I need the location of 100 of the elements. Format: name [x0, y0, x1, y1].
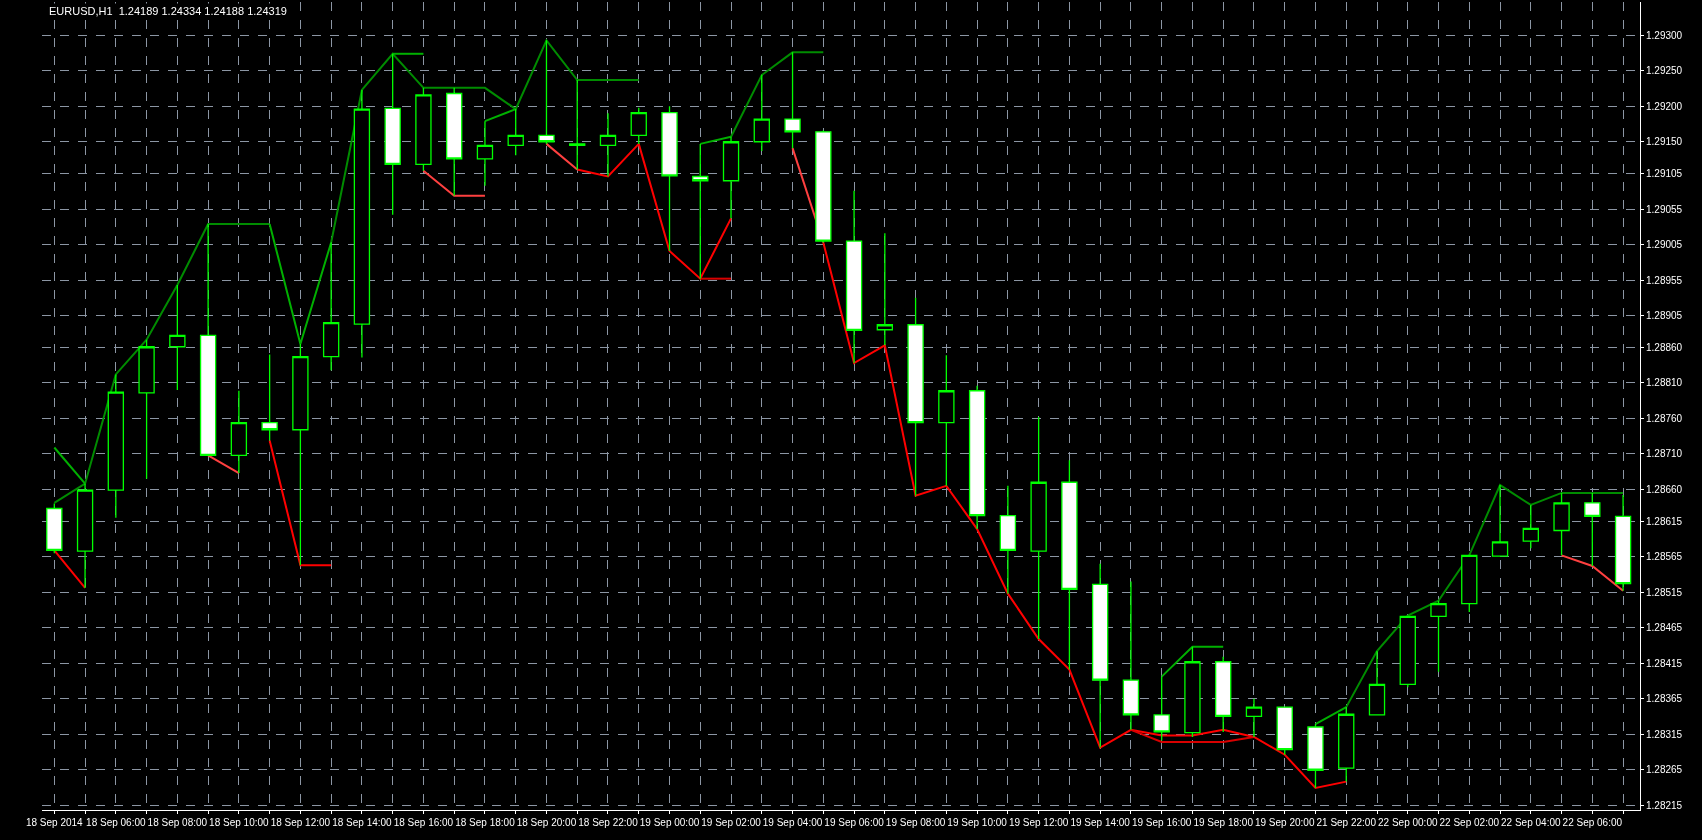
candlestick	[1399, 615, 1416, 688]
candlestick	[107, 373, 125, 519]
candlestick	[507, 108, 524, 156]
x-tick-label: 19 Sep 12:00	[1008, 817, 1069, 828]
candlestick	[1368, 650, 1386, 716]
x-tick-label: 18 Sep 18:00	[455, 817, 516, 828]
candlestick	[1307, 723, 1324, 789]
candlestick	[1461, 554, 1478, 613]
candlestick	[1153, 675, 1170, 742]
y-tick-label: 1.28955	[1646, 274, 1683, 286]
x-tick-label: 19 Sep 04:00	[762, 817, 823, 828]
candlestick	[1584, 492, 1601, 567]
x-tick-label: 19 Sep 06:00	[824, 817, 885, 828]
candlestick	[199, 223, 217, 456]
y-tick-label: 1.28860	[1646, 341, 1683, 353]
candlestick	[1122, 580, 1140, 731]
candlestick	[1553, 492, 1570, 556]
x-tick-label: 18 Sep 08:00	[147, 817, 208, 828]
x-tick-label: 19 Sep 00:00	[639, 817, 700, 828]
candlestick	[1030, 416, 1047, 640]
x-tick-label: 22 Sep 02:00	[1439, 817, 1500, 828]
x-tick-label: 21 Sep 22:00	[1316, 817, 1377, 828]
candlestick	[261, 353, 278, 442]
candlestick	[630, 107, 647, 145]
x-tick-label: 18 Sep 10:00	[209, 817, 270, 828]
candlestick	[569, 79, 586, 171]
candlestick	[1430, 600, 1447, 673]
candlestick	[1276, 706, 1293, 756]
x-tick-label: 18 Sep 06:00	[86, 817, 147, 828]
candlestick	[76, 483, 94, 589]
x-tick-label: 22 Sep 00:00	[1378, 817, 1438, 828]
candlestick	[384, 53, 401, 216]
y-tick-label: 1.29200	[1646, 100, 1683, 112]
x-tick-label: 19 Sep 14:00	[1070, 817, 1131, 828]
candlestick	[1184, 646, 1201, 738]
x-tick-label: 19 Sep 20:00	[1254, 817, 1315, 828]
candlestick	[46, 502, 63, 554]
x-tick-label: 18 Sep 22:00	[578, 817, 639, 828]
candlestick	[1061, 459, 1078, 671]
y-tick-label: 1.28615	[1646, 515, 1683, 527]
x-tick-label: 18 Sep 16:00	[393, 817, 454, 828]
candlestick	[322, 241, 340, 371]
y-tick-label: 1.29005	[1646, 239, 1683, 251]
candlestick	[1215, 656, 1232, 733]
candlestick	[292, 343, 309, 566]
candlestick	[1522, 504, 1539, 549]
candlestick	[138, 339, 155, 480]
candlestick	[661, 105, 678, 252]
candlestick	[1245, 697, 1263, 738]
y-tick-label: 1.28760	[1646, 412, 1683, 424]
candlestick	[1491, 484, 1509, 557]
candlestick	[538, 39, 555, 145]
candlestick	[938, 354, 955, 487]
candlestick	[1338, 706, 1355, 783]
candlestick	[599, 112, 617, 178]
y-tick-label: 1.28905	[1646, 310, 1683, 322]
y-tick-label: 1.29105	[1646, 168, 1683, 180]
x-tick-label: 18 Sep 12:00	[270, 817, 331, 828]
x-tick-label: 18 Sep 20:00	[516, 817, 577, 828]
y-tick-label: 1.28365	[1646, 693, 1683, 705]
y-tick-label: 1.29300	[1646, 29, 1683, 41]
y-tick-label: 1.28565	[1646, 551, 1683, 563]
candlestick	[446, 87, 463, 197]
x-tick-label: 19 Sep 08:00	[885, 817, 946, 828]
x-tick-label: 19 Sep 10:00	[947, 817, 1008, 828]
x-tick-label: 18 Sep 2014	[25, 817, 84, 828]
x-tick-label: 19 Sep 02:00	[701, 817, 762, 828]
candlestick	[415, 87, 432, 172]
candlestick	[692, 143, 709, 280]
y-tick-label: 1.28810	[1646, 377, 1683, 389]
chart-title: EURUSD,H1 1.24189 1.24334 1.24188 1.24319	[49, 5, 287, 17]
y-tick-label: 1.28465	[1646, 622, 1683, 634]
x-tick-label: 18 Sep 14:00	[332, 817, 393, 828]
y-tick-label: 1.28215	[1646, 799, 1683, 811]
y-tick-label: 1.29150	[1646, 136, 1683, 148]
x-tick-label: 19 Sep 18:00	[1193, 817, 1254, 828]
y-tick-label: 1.29250	[1646, 65, 1683, 77]
candlestick	[876, 232, 894, 346]
y-tick-label: 1.28710	[1646, 448, 1683, 460]
x-tick-label: 22 Sep 04:00	[1501, 817, 1561, 828]
candlestick	[230, 390, 248, 474]
candlestick	[169, 284, 186, 391]
candlestick	[1091, 563, 1109, 749]
candlestick	[907, 297, 924, 497]
y-tick-label: 1.28415	[1646, 657, 1683, 669]
candlestick	[999, 485, 1017, 595]
candlestick	[753, 74, 770, 152]
candlestick	[1614, 494, 1632, 592]
y-tick-label: 1.28515	[1646, 586, 1683, 598]
y-tick-label: 1.28660	[1646, 483, 1683, 495]
candlestick	[722, 136, 740, 220]
x-tick-label: 19 Sep 16:00	[1131, 817, 1192, 828]
candlestick	[476, 120, 494, 187]
candlestick	[815, 129, 832, 244]
candlestick	[784, 51, 801, 149]
y-tick-label: 1.28265	[1646, 764, 1683, 776]
x-tick-label: 22 Sep 06:00	[1562, 817, 1623, 828]
y-tick-label: 1.29055	[1646, 203, 1683, 215]
candlestick	[845, 190, 863, 364]
y-tick-label: 1.28315	[1646, 728, 1683, 740]
